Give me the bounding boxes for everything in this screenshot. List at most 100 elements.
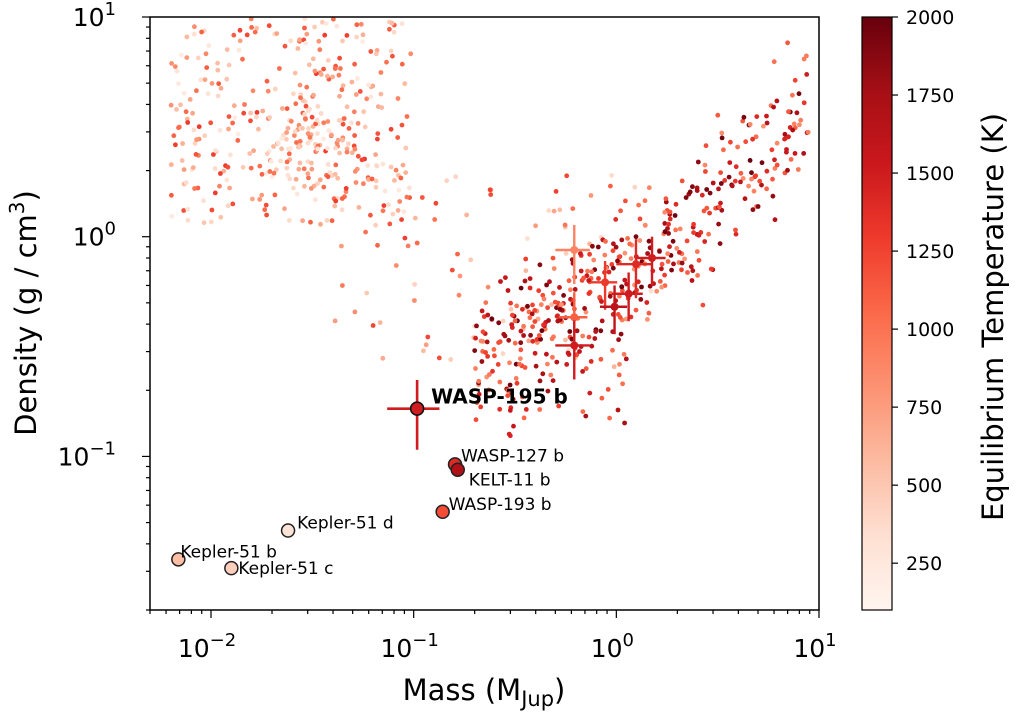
population-point bbox=[599, 299, 604, 304]
population-point bbox=[375, 136, 380, 142]
population-point bbox=[325, 162, 331, 167]
population-point bbox=[277, 66, 282, 71]
population-point bbox=[380, 355, 386, 361]
population-point bbox=[321, 66, 326, 72]
population-point bbox=[297, 160, 303, 166]
population-point bbox=[580, 333, 586, 339]
population-point bbox=[557, 285, 562, 290]
x-tick-label: 10−1 bbox=[380, 630, 438, 663]
population-point bbox=[254, 25, 260, 31]
population-point bbox=[772, 157, 777, 163]
population-point bbox=[572, 287, 578, 292]
population-point bbox=[313, 121, 318, 127]
population-point bbox=[423, 342, 429, 348]
population-point bbox=[286, 151, 292, 157]
population-point bbox=[684, 238, 690, 244]
population-point bbox=[304, 84, 310, 90]
population-point bbox=[311, 92, 316, 98]
population-point bbox=[755, 204, 761, 209]
population-point bbox=[286, 218, 292, 223]
x-axis-ticks: 10−2 10−1 100 101 bbox=[149, 610, 837, 663]
population-point bbox=[791, 121, 797, 127]
population-point bbox=[662, 221, 668, 226]
population-point bbox=[772, 217, 778, 223]
population-point bbox=[340, 83, 346, 88]
population-point bbox=[228, 152, 233, 158]
population-point bbox=[473, 417, 479, 423]
population-point bbox=[551, 266, 557, 271]
population-point bbox=[492, 353, 497, 359]
population-point bbox=[479, 308, 485, 314]
population-point bbox=[563, 337, 568, 343]
population-point bbox=[666, 231, 671, 236]
population-point bbox=[620, 288, 625, 294]
population-point bbox=[719, 135, 725, 141]
population-point bbox=[546, 208, 552, 214]
population-point bbox=[403, 145, 409, 151]
population-point bbox=[506, 337, 512, 343]
population-point bbox=[526, 338, 532, 344]
population-point bbox=[259, 171, 265, 177]
population-point bbox=[738, 179, 743, 185]
population-point bbox=[306, 175, 311, 181]
population-point bbox=[224, 76, 230, 82]
planet-label: Kepler-51 b bbox=[180, 542, 277, 562]
population-point bbox=[321, 184, 327, 190]
population-point bbox=[370, 323, 376, 328]
population-point bbox=[733, 164, 739, 170]
population-point bbox=[726, 174, 732, 180]
population-point bbox=[632, 184, 638, 190]
population-point bbox=[287, 176, 293, 182]
population-point bbox=[373, 178, 379, 184]
population-point bbox=[586, 291, 592, 296]
population-point bbox=[192, 186, 198, 191]
population-point bbox=[325, 119, 331, 124]
population-point bbox=[548, 372, 554, 378]
population-point bbox=[519, 394, 525, 400]
population-point bbox=[646, 185, 652, 191]
population-point bbox=[525, 236, 530, 242]
population-point bbox=[688, 264, 694, 270]
population-point bbox=[386, 202, 391, 208]
population-point bbox=[587, 390, 593, 396]
population-point bbox=[378, 91, 384, 97]
population-point bbox=[193, 152, 199, 157]
population-point bbox=[687, 189, 693, 195]
labeled-planets: WASP-127 b KELT-11 b WASP-193 b Kepler-51 d… bbox=[171, 446, 564, 579]
population-point bbox=[609, 173, 614, 178]
population-point bbox=[679, 178, 685, 184]
population-point bbox=[498, 279, 503, 284]
population-point bbox=[694, 185, 700, 191]
population-point bbox=[637, 238, 643, 243]
population-point bbox=[349, 120, 354, 126]
population-point bbox=[801, 151, 807, 156]
population-point bbox=[455, 251, 460, 257]
population-point bbox=[373, 152, 378, 158]
population-point bbox=[254, 110, 260, 115]
population-point bbox=[318, 221, 323, 227]
population-point bbox=[224, 47, 230, 52]
population-point bbox=[397, 199, 403, 204]
population-point bbox=[320, 19, 325, 25]
colorbar-tick-label: 250 bbox=[906, 553, 942, 575]
population-point bbox=[178, 102, 183, 108]
population-point bbox=[679, 267, 684, 273]
population-point bbox=[483, 350, 488, 355]
population-point bbox=[436, 355, 442, 361]
population-point bbox=[389, 20, 395, 26]
labeled-planet-marker bbox=[171, 552, 186, 567]
population-point bbox=[400, 162, 406, 168]
population-point bbox=[236, 47, 242, 53]
population-point bbox=[480, 329, 486, 335]
population-point bbox=[474, 400, 480, 405]
population-point bbox=[541, 296, 547, 302]
population-point bbox=[537, 262, 543, 268]
population-point bbox=[288, 118, 294, 124]
population-point bbox=[266, 23, 272, 29]
population-point bbox=[297, 82, 303, 88]
population-point bbox=[248, 17, 254, 22]
population-point bbox=[302, 17, 308, 22]
population-point bbox=[479, 359, 485, 364]
population-point bbox=[769, 147, 775, 153]
population-point bbox=[336, 72, 342, 78]
